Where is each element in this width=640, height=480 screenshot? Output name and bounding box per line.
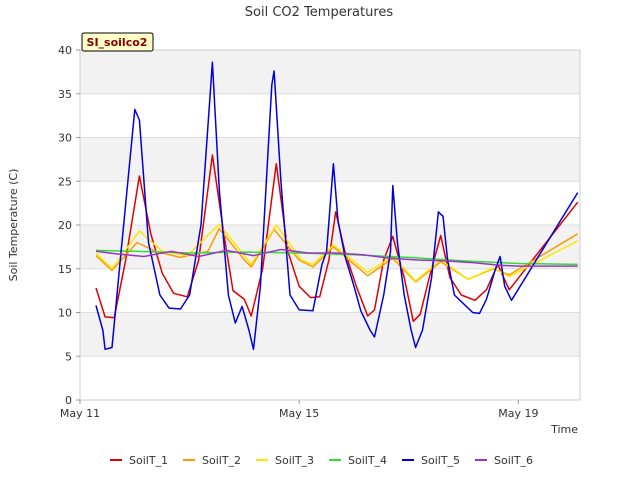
legend-item-soilt_3: SoilT_3 [256, 454, 314, 467]
legend-item-soilt_6: SoilT_6 [475, 454, 533, 467]
legend: SoilT_1 SoilT_2 SoilT_3 SoilT_4 SoilT_5 SoilT… [110, 454, 533, 467]
y-tick-label: 0 [65, 394, 72, 407]
x-tick-label: May 15 [279, 407, 319, 420]
series-line-soilt_1 [95, 154, 579, 323]
x-axis-ticks: May 11 May 15 May 19 [60, 400, 538, 420]
y-axis-ticks: 0 5 10 15 20 25 30 35 40 [58, 44, 80, 407]
grid-band [80, 137, 580, 182]
series-line-soilt_3 [95, 223, 579, 282]
legend-label: SoilT_1 [129, 454, 168, 467]
chart-title: Soil CO2 Temperatures [245, 5, 394, 20]
grid-band [80, 312, 580, 357]
legend-label: SoilT_4 [348, 454, 387, 467]
series-line-soilt_4 [95, 249, 578, 266]
series-line-soilt_5 [95, 61, 579, 351]
legend-item-soilt_2: SoilT_2 [183, 454, 241, 467]
grid-band [80, 50, 580, 94]
legend-item-soilt_5: SoilT_5 [402, 454, 460, 467]
site-label: SI_soilco2 [87, 36, 148, 49]
y-tick-label: 35 [58, 88, 72, 101]
series-line-soilt_6 [95, 248, 578, 267]
legend-label: SoilT_6 [494, 454, 533, 467]
x-tick-label: May 19 [498, 407, 538, 420]
data-series [95, 61, 579, 351]
site-label-box: SI_soilco2 [81, 32, 154, 52]
legend-label: SoilT_5 [421, 454, 460, 467]
legend-label: SoilT_2 [202, 454, 241, 467]
y-tick-label: 30 [58, 132, 72, 145]
y-tick-label: 5 [65, 350, 72, 363]
y-tick-label: 20 [58, 219, 72, 232]
x-tick-label: May 11 [60, 407, 100, 420]
legend-item-soilt_1: SoilT_1 [110, 454, 168, 467]
legend-label: SoilT_3 [275, 454, 314, 467]
y-tick-label: 25 [58, 175, 72, 188]
y-axis-label: Soil Temperature (C) [7, 169, 20, 282]
x-axis-label: Time [550, 423, 578, 436]
y-tick-label: 10 [58, 307, 72, 320]
y-tick-label: 15 [58, 263, 72, 276]
legend-item-soilt_4: SoilT_4 [329, 454, 387, 467]
y-tick-label: 40 [58, 44, 72, 57]
